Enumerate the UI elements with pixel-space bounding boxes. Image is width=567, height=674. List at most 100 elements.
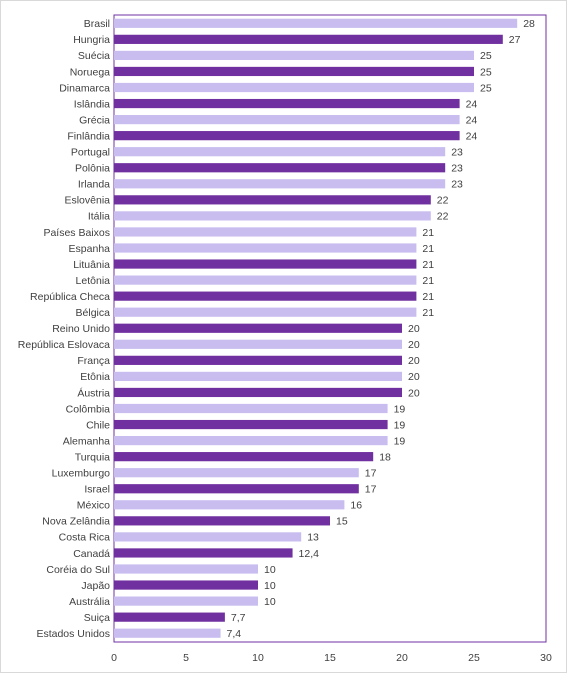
category-label: Suécia bbox=[78, 50, 110, 62]
bar-22 bbox=[114, 371, 402, 381]
value-label: 25 bbox=[480, 66, 492, 78]
category-label: Nova Zelândia bbox=[42, 516, 110, 528]
value-label: 20 bbox=[408, 371, 420, 383]
category-label: Áustria bbox=[77, 386, 110, 399]
category-label: Itália bbox=[88, 211, 110, 223]
category-label: República Checa bbox=[30, 291, 110, 303]
category-label: Dinamarca bbox=[59, 82, 110, 94]
bar-26 bbox=[114, 436, 388, 446]
value-label: 24 bbox=[466, 114, 478, 126]
value-label: 17 bbox=[365, 468, 377, 480]
value-label: 21 bbox=[422, 259, 434, 271]
value-label: 23 bbox=[451, 147, 463, 159]
bar-12 bbox=[114, 211, 431, 221]
x-tick-label: 0 bbox=[111, 652, 117, 664]
value-label: 16 bbox=[350, 500, 362, 512]
value-label: 21 bbox=[422, 243, 434, 255]
category-label: Estados Unidos bbox=[36, 628, 110, 640]
category-label: República Eslovaca bbox=[18, 339, 110, 351]
category-label: Finlândia bbox=[67, 130, 110, 142]
x-tick-label: 30 bbox=[540, 652, 552, 664]
value-label: 22 bbox=[437, 211, 449, 223]
bar-17 bbox=[114, 291, 417, 301]
category-label: França bbox=[77, 355, 110, 367]
x-tick-label: 25 bbox=[468, 652, 480, 664]
value-label: 15 bbox=[336, 516, 348, 528]
value-label: 20 bbox=[408, 339, 420, 351]
bar-3 bbox=[114, 66, 474, 77]
value-label: 23 bbox=[451, 163, 463, 175]
value-label: 19 bbox=[394, 403, 406, 415]
bar-4 bbox=[114, 82, 474, 93]
category-label: Luxemburgo bbox=[52, 468, 111, 480]
x-tick-label: 20 bbox=[396, 652, 408, 664]
value-label: 20 bbox=[408, 323, 420, 335]
bar-28 bbox=[114, 468, 359, 478]
value-label: 10 bbox=[264, 580, 276, 592]
bar-25 bbox=[114, 419, 388, 430]
bar-0 bbox=[114, 18, 518, 28]
value-label: 7,7 bbox=[231, 612, 246, 624]
bar-27 bbox=[114, 452, 374, 462]
value-label: 20 bbox=[408, 387, 420, 399]
value-label: 25 bbox=[480, 82, 492, 94]
category-labels: Brasil Hungria Suécia Noruega Dinamarca Islân… bbox=[18, 18, 110, 640]
value-label: 22 bbox=[437, 195, 449, 207]
value-label: 7,4 bbox=[227, 628, 242, 640]
bar-5 bbox=[114, 98, 460, 109]
category-label: Hungria bbox=[73, 34, 110, 46]
bar-1 bbox=[114, 34, 503, 44]
category-label: Reino Unido bbox=[52, 323, 110, 335]
category-label: Noruega bbox=[70, 66, 110, 78]
bar-37 bbox=[114, 612, 225, 622]
category-label: Coréia do Sul bbox=[46, 564, 110, 576]
bar-38 bbox=[114, 628, 221, 638]
value-label: 12,4 bbox=[299, 548, 320, 560]
bar-19 bbox=[114, 323, 402, 333]
bar-16 bbox=[114, 275, 417, 285]
x-tick-label: 10 bbox=[252, 652, 264, 664]
bar-15 bbox=[114, 259, 417, 269]
value-label: 21 bbox=[422, 227, 434, 239]
category-label: Grécia bbox=[79, 114, 110, 126]
value-label: 17 bbox=[365, 484, 377, 496]
bar-35 bbox=[114, 580, 258, 590]
value-label: 19 bbox=[394, 435, 406, 447]
category-label: Lituânia bbox=[73, 259, 110, 271]
bar-20 bbox=[114, 339, 402, 349]
category-label: Países Baixos bbox=[43, 227, 110, 239]
bar-29 bbox=[114, 484, 359, 494]
category-label: Turquia bbox=[75, 451, 110, 463]
bar-14 bbox=[114, 243, 417, 253]
value-label: 24 bbox=[466, 98, 478, 110]
value-labels: 2827252525242424232323222221212121212120… bbox=[227, 18, 535, 640]
category-label: México bbox=[77, 500, 110, 512]
category-label: Chile bbox=[86, 419, 110, 431]
bar-11 bbox=[114, 195, 431, 205]
value-label: 13 bbox=[307, 532, 319, 544]
bar-13 bbox=[114, 227, 417, 237]
bar-31 bbox=[114, 516, 330, 526]
category-label: Etônia bbox=[80, 371, 110, 383]
bars-group bbox=[114, 18, 518, 638]
bar-8 bbox=[114, 147, 446, 157]
category-label: Austrália bbox=[69, 596, 110, 608]
category-label: Israel bbox=[84, 484, 110, 496]
category-label: Japão bbox=[81, 580, 110, 592]
value-label: 23 bbox=[451, 179, 463, 191]
value-label: 27 bbox=[509, 34, 521, 46]
value-label: 25 bbox=[480, 50, 492, 62]
x-axis-tick-labels: 0 5 10 15 20 25 30 bbox=[111, 652, 552, 664]
category-label: Canadá bbox=[73, 548, 110, 560]
value-label: 21 bbox=[422, 291, 434, 303]
category-label: Islândia bbox=[74, 98, 110, 110]
bar-34 bbox=[114, 564, 258, 574]
category-label: Eslovênia bbox=[64, 195, 110, 207]
value-label: 10 bbox=[264, 564, 276, 576]
category-label: Colômbia bbox=[66, 403, 111, 415]
category-label: Suiça bbox=[84, 612, 110, 624]
category-label: Bélgica bbox=[76, 307, 111, 319]
bar-21 bbox=[114, 355, 402, 365]
value-label: 24 bbox=[466, 130, 478, 142]
